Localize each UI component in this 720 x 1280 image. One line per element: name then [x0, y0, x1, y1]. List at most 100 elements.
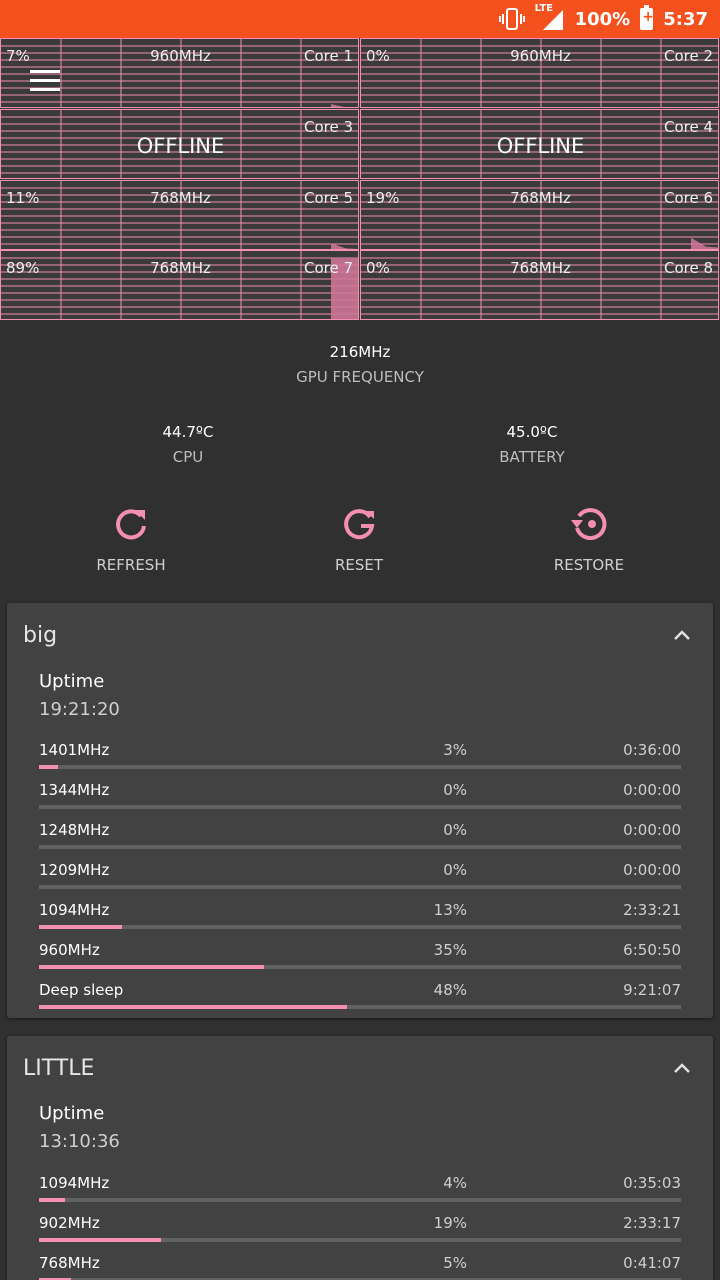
- battery-temp-label: BATTERY: [499, 448, 565, 466]
- state-time: 9:21:07: [623, 981, 681, 999]
- state-progress-bar: [39, 1005, 681, 1009]
- cpu-temp: 44.7ºC CPU: [88, 423, 288, 466]
- clock: 5:37: [663, 8, 708, 30]
- core-grid: [1, 181, 358, 249]
- cluster-card-little: LITTLE Uptime 13:10:36 1094MHz 4% 0:35:03 9…: [7, 1036, 713, 1280]
- cpu-temp-label: CPU: [172, 448, 204, 466]
- menu-icon[interactable]: [30, 70, 60, 92]
- state-progress-bar: [39, 925, 681, 929]
- uptime-label: Uptime: [39, 1103, 105, 1124]
- signal-icon: LTE: [535, 3, 565, 32]
- core-grid: [361, 181, 718, 249]
- core-load: 0%: [366, 47, 390, 65]
- state-percent: 5%: [443, 1254, 467, 1272]
- core-name: Core 7: [303, 259, 353, 277]
- core-frequency: 960MHz: [150, 47, 211, 65]
- cluster-title: big: [23, 623, 58, 648]
- core-load-graph: [331, 243, 358, 249]
- core-graph: Core 5 11% 768MHz: [0, 180, 359, 250]
- state-time: 0:35:03: [623, 1174, 681, 1192]
- state-progress-bar: [39, 885, 681, 889]
- core-name: Core 6: [663, 189, 713, 207]
- core-load-graph: [691, 237, 718, 249]
- state-percent: 19%: [433, 1214, 467, 1232]
- refresh-icon: [116, 509, 146, 540]
- battery-charging-icon: [640, 5, 654, 30]
- state-progress-bar: [39, 845, 681, 849]
- core-grid: [361, 39, 718, 107]
- chevron-up-icon[interactable]: [673, 1062, 691, 1074]
- state-percent: 13%: [433, 901, 467, 919]
- core-load-graph: [331, 104, 345, 107]
- state-progress-fill: [39, 965, 264, 969]
- core-grid: [1, 39, 358, 107]
- core-load: 11%: [6, 189, 40, 207]
- reset-button[interactable]: RESET: [289, 504, 429, 574]
- state-frequency: 1094MHz: [39, 1174, 110, 1192]
- frequency-state-row: 1209MHz 0% 0:00:00: [39, 861, 681, 901]
- state-progress-fill: [39, 1278, 72, 1280]
- core-name: Core 3: [303, 118, 353, 136]
- uptime-label: Uptime: [39, 671, 105, 692]
- uptime-value: 13:10:36: [39, 1131, 120, 1152]
- core-name: Core 8: [663, 259, 713, 277]
- core-graph: Core 1 7% 960MHz: [0, 38, 359, 108]
- state-time: 0:00:00: [623, 821, 681, 839]
- state-frequency: 768MHz: [39, 1254, 100, 1272]
- core-graph: Core 3 OFFLINE: [0, 109, 359, 179]
- core-name: Core 1: [303, 47, 353, 65]
- core-graph: Core 4 OFFLINE: [360, 109, 719, 179]
- battery-percent: 100%: [574, 8, 631, 30]
- state-progress-bar: [39, 1238, 681, 1242]
- uptime-value: 19:21:20: [39, 699, 120, 720]
- cpu-temp-value: 44.7ºC: [162, 423, 214, 441]
- refresh-button[interactable]: REFRESH: [61, 504, 201, 574]
- frequency-state-row: 1094MHz 4% 0:35:03: [39, 1174, 681, 1214]
- core-load: 19%: [366, 189, 400, 207]
- core-graphs: Core 1 7% 960MHz Core 2 0% 960MHz Core 3 OFFLIN…: [0, 38, 720, 320]
- state-frequency: 1094MHz: [39, 901, 110, 919]
- core-grid: [361, 110, 718, 178]
- state-progress-bar: [39, 765, 681, 769]
- state-progress-bar: [39, 1278, 681, 1280]
- chevron-up-icon[interactable]: [673, 629, 691, 641]
- battery-temp-value: 45.0ºC: [506, 423, 558, 441]
- state-frequency: 960MHz: [39, 941, 100, 959]
- gpu-frequency-label: GPU FREQUENCY: [296, 368, 424, 386]
- core-frequency: 768MHz: [510, 189, 571, 207]
- frequency-state-row: 902MHz 19% 2:33:17: [39, 1214, 681, 1254]
- core-grid: [361, 251, 718, 319]
- state-frequency: 902MHz: [39, 1214, 100, 1232]
- core-name: Core 5: [303, 189, 353, 207]
- core-frequency: 768MHz: [150, 189, 211, 207]
- state-time: 2:33:21: [623, 901, 681, 919]
- state-time: 0:00:00: [623, 861, 681, 879]
- gpu-frequency: 216MHz GPU FREQUENCY: [0, 343, 720, 386]
- restore-button[interactable]: RESTORE: [519, 504, 659, 574]
- state-frequency: 1209MHz: [39, 861, 110, 879]
- core-frequency: 768MHz: [510, 259, 571, 277]
- cluster-title: LITTLE: [23, 1056, 95, 1081]
- core-load: 89%: [6, 259, 40, 277]
- state-frequency: 1401MHz: [39, 741, 110, 759]
- core-graph: Core 7 89% 768MHz: [0, 250, 359, 320]
- core-load: 7%: [6, 47, 30, 65]
- core-grid: [1, 251, 358, 319]
- gpu-frequency-value: 216MHz: [329, 343, 391, 361]
- state-progress-fill: [39, 1238, 161, 1242]
- state-progress-fill: [39, 765, 59, 769]
- core-frequency: 960MHz: [510, 47, 571, 65]
- restore-icon: [571, 508, 607, 541]
- core-graph: Core 8 0% 768MHz: [360, 250, 719, 320]
- state-percent: 0%: [443, 781, 467, 799]
- state-percent: 0%: [443, 821, 467, 839]
- state-time: 6:50:50: [623, 941, 681, 959]
- frequency-state-row: Deep sleep 48% 9:21:07: [39, 981, 681, 1021]
- status-bar: LTE 100% 5:37: [0, 0, 720, 38]
- core-load: 0%: [366, 259, 390, 277]
- reset-label: RESET: [334, 556, 384, 574]
- core-frequency: 768MHz: [150, 259, 211, 277]
- frequency-state-row: 1248MHz 0% 0:00:00: [39, 821, 681, 861]
- core-status: OFFLINE: [496, 134, 585, 158]
- refresh-label: REFRESH: [96, 556, 166, 574]
